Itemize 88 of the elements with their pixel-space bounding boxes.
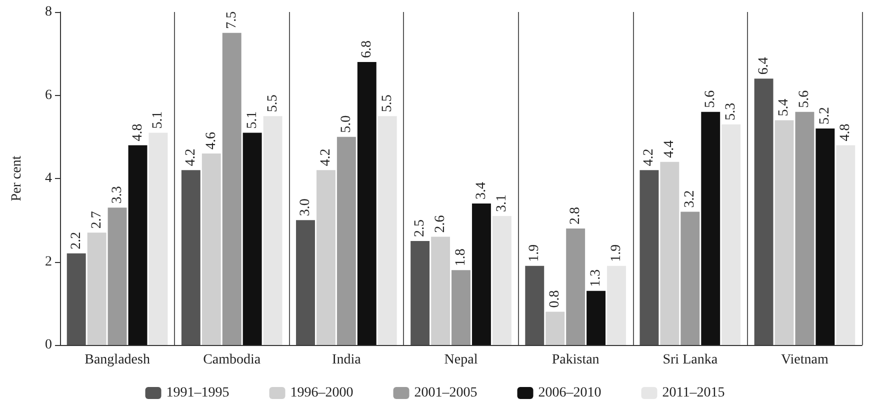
text: 3.2 xyxy=(682,190,698,208)
x-tick-label: Cambodia xyxy=(203,352,262,368)
legend-label: 1991–1995 xyxy=(166,386,230,400)
text: 3.4 xyxy=(474,182,489,200)
bar xyxy=(754,78,774,345)
x-tick-label: Nepal xyxy=(444,352,478,368)
bar xyxy=(316,170,336,345)
bar xyxy=(546,312,565,345)
bar xyxy=(431,236,450,345)
bar xyxy=(336,136,356,345)
bar xyxy=(66,253,86,345)
text: 5.5 xyxy=(380,94,395,112)
bar xyxy=(722,124,741,345)
text: 3.1 xyxy=(494,194,510,212)
bar xyxy=(640,170,659,345)
bar xyxy=(357,62,376,345)
text: 4.6 xyxy=(204,132,219,150)
text: 5.2 xyxy=(818,107,833,125)
text: 1.3 xyxy=(588,269,604,287)
x-tick-label: India xyxy=(332,352,362,368)
bar xyxy=(222,32,242,345)
y-tick-label: 4 xyxy=(45,171,52,186)
text: 5.5 xyxy=(265,94,280,112)
text: 2.7 xyxy=(89,211,104,229)
bar xyxy=(472,203,491,345)
text: 3.3 xyxy=(110,186,125,204)
legend-label: 2006–2010 xyxy=(538,386,602,400)
bar xyxy=(87,232,106,345)
text: 5.6 xyxy=(797,90,812,108)
bar xyxy=(816,128,835,345)
text: 5.1 xyxy=(244,111,260,129)
x-tick-label: Sri Lanka xyxy=(662,352,718,368)
text: 2.2 xyxy=(68,232,84,250)
text: 4.2 xyxy=(318,148,334,166)
bar xyxy=(566,228,586,345)
text: 5.6 xyxy=(703,90,718,108)
legend-label: 2001–2005 xyxy=(414,386,478,400)
text: 4.8 xyxy=(838,124,854,142)
bar xyxy=(296,220,315,345)
legend-label: 1996–2000 xyxy=(290,386,354,400)
bar xyxy=(378,116,397,345)
text: 6.4 xyxy=(756,57,772,75)
text: 2.5 xyxy=(412,219,428,237)
text: 5.4 xyxy=(776,98,792,116)
bar xyxy=(525,266,544,345)
bar xyxy=(263,116,282,345)
x-tick-label: Pakistan xyxy=(552,352,600,368)
text: 6.8 xyxy=(359,40,374,58)
y-tick-label: 6 xyxy=(45,88,52,103)
text: 1.9 xyxy=(527,244,542,262)
bar xyxy=(492,216,512,345)
text: 5.3 xyxy=(724,102,739,120)
bar xyxy=(836,145,856,345)
text: 1.8 xyxy=(454,248,468,266)
bar xyxy=(774,120,794,345)
bar xyxy=(701,112,720,345)
bar xyxy=(452,270,470,345)
bar xyxy=(181,170,200,345)
bar xyxy=(108,208,127,345)
bar xyxy=(242,132,262,345)
text: 2.8 xyxy=(568,206,584,224)
bar xyxy=(148,132,168,345)
bar xyxy=(586,290,606,345)
text: 7.5 xyxy=(224,11,240,29)
bar xyxy=(680,212,700,345)
legend-label: 2011–2015 xyxy=(662,386,725,400)
x-tick-label: Vietnam xyxy=(781,352,829,368)
y-axis-title: Per cent xyxy=(10,156,24,202)
text: 3.0 xyxy=(298,198,313,216)
text: 4.4 xyxy=(662,140,678,158)
bar xyxy=(128,145,148,345)
y-tick-label: 2 xyxy=(45,254,52,270)
y-tick-label: 0 xyxy=(45,338,52,352)
text: 4.8 xyxy=(130,124,146,142)
text: 5.0 xyxy=(338,115,354,133)
bar xyxy=(410,240,430,345)
bar xyxy=(607,266,626,345)
text: 1.9 xyxy=(609,244,624,262)
text: 5.1 xyxy=(150,111,166,129)
text: 4.2 xyxy=(642,148,657,166)
y-tick-label: 8 xyxy=(45,4,52,20)
bar xyxy=(660,162,680,345)
bar xyxy=(795,112,814,345)
text: 2.6 xyxy=(433,215,448,233)
text: 4.2 xyxy=(183,148,198,166)
bar xyxy=(202,154,221,345)
text: 0.8 xyxy=(548,290,563,308)
x-tick-label: Bangladesh xyxy=(84,352,150,368)
